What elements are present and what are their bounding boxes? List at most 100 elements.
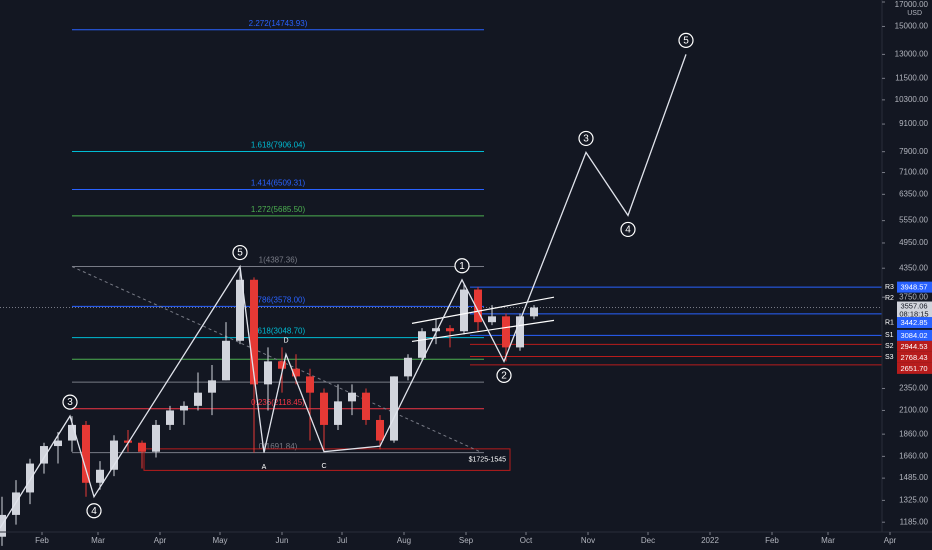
x-tick-label: Sep bbox=[459, 536, 474, 545]
wave-label: 4 bbox=[91, 506, 97, 517]
x-tick-label: Dec bbox=[641, 536, 655, 545]
candle-body bbox=[362, 392, 370, 420]
wave-circle bbox=[454, 258, 470, 274]
wave-circle bbox=[232, 244, 248, 261]
fib-label: 1.272(5685.50) bbox=[251, 205, 306, 214]
wave-label: C bbox=[321, 463, 326, 470]
candle-body bbox=[376, 419, 384, 441]
wave-label: 1 bbox=[459, 261, 465, 272]
pivot-value: 3442.85 bbox=[900, 318, 927, 327]
candle-body bbox=[446, 328, 454, 332]
countdown: 08:18:15 bbox=[899, 310, 928, 319]
x-tick-label: Nov bbox=[581, 536, 595, 545]
wave-label: 2 bbox=[501, 371, 507, 382]
y-tick-label: 11500.00 bbox=[895, 73, 928, 82]
fib-label: 0(1691.84) bbox=[259, 442, 298, 451]
x-tick-label: Feb bbox=[35, 536, 49, 545]
y-tick-label: 15000.00 bbox=[895, 22, 929, 31]
candle-body bbox=[194, 392, 202, 406]
fib-label: 0.618(3048.70) bbox=[251, 327, 306, 336]
candle-body bbox=[54, 440, 62, 447]
wave-circle bbox=[86, 503, 102, 519]
candle-body bbox=[530, 307, 538, 317]
candle-body bbox=[152, 424, 160, 452]
wave-circle bbox=[620, 221, 636, 238]
candle-body bbox=[348, 392, 356, 402]
pivot-box bbox=[897, 281, 932, 293]
pivot-name: R1 bbox=[885, 319, 894, 326]
candle-body bbox=[138, 442, 146, 452]
fib-label: 1(4387.36) bbox=[259, 256, 298, 265]
y-tick-label: 1325.00 bbox=[899, 495, 928, 504]
zone-box bbox=[143, 448, 511, 471]
currency: USD bbox=[907, 10, 922, 17]
y-tick-label: 3750.00 bbox=[899, 292, 928, 301]
current-price-label: 3557.06 bbox=[900, 302, 927, 311]
pivot-value: 3084.02 bbox=[900, 331, 927, 340]
y-tick-label: 17000.00 bbox=[895, 0, 929, 9]
pivot-name: R3 bbox=[885, 284, 894, 291]
candle-body bbox=[180, 405, 188, 411]
candle-body bbox=[432, 328, 440, 332]
x-tick-label: 2022 bbox=[701, 536, 719, 545]
y-tick-label: 1860.00 bbox=[899, 429, 928, 438]
fib-label: 2.272(14743.93) bbox=[249, 19, 308, 28]
price-axis bbox=[882, 0, 932, 550]
y-tick-label: 6350.00 bbox=[899, 189, 928, 198]
x-tick-label: Mar bbox=[821, 536, 835, 545]
pivot-name: R2 bbox=[885, 295, 894, 302]
pivot-value: 2944.53 bbox=[900, 342, 927, 351]
x-tick-label: Jul bbox=[337, 536, 347, 545]
candle-body bbox=[236, 279, 244, 341]
candle-body bbox=[96, 469, 104, 483]
pivot-value: 3948.57 bbox=[900, 283, 927, 292]
candle-body bbox=[26, 463, 34, 493]
y-tick-label: 7100.00 bbox=[899, 168, 928, 177]
y-tick-label: 1185.00 bbox=[900, 517, 929, 526]
candle-body bbox=[110, 440, 118, 470]
wave-circle bbox=[578, 130, 594, 147]
candle-body bbox=[250, 279, 258, 385]
y-tick-label: 4350.00 bbox=[899, 263, 928, 272]
y-tick-label: 7900.00 bbox=[899, 147, 928, 156]
wave-label: 3 bbox=[67, 397, 73, 408]
channel-line bbox=[411, 319, 555, 343]
candle-body bbox=[418, 331, 426, 358]
candle-body bbox=[460, 289, 468, 332]
channel-line bbox=[411, 296, 555, 324]
y-tick-label: 1660.00 bbox=[899, 451, 928, 460]
fib-label: 1.618(7906.04) bbox=[251, 141, 306, 150]
pivot-box bbox=[897, 329, 932, 341]
y-tick-label: 13000.00 bbox=[895, 50, 929, 59]
pivot-box bbox=[897, 317, 932, 329]
y-tick-label: 9100.00 bbox=[899, 119, 928, 128]
y-tick-label: 2100.00 bbox=[899, 406, 928, 415]
fib-label: 1.414(6509.31) bbox=[251, 179, 306, 188]
candle-body bbox=[208, 380, 216, 393]
candle-body bbox=[0, 514, 6, 537]
candle-body bbox=[306, 376, 314, 393]
x-tick-label: Aug bbox=[397, 536, 411, 545]
fib-label: 0.236(2118.45) bbox=[251, 398, 305, 407]
candle-body bbox=[40, 446, 48, 464]
pivot-name: S1 bbox=[885, 332, 894, 339]
x-tick-label: Apr bbox=[154, 536, 167, 545]
candle-body bbox=[222, 340, 230, 381]
wave-circle bbox=[678, 32, 694, 48]
candle-body bbox=[278, 361, 286, 369]
x-tick-label: Oct bbox=[520, 536, 533, 545]
y-tick-label: 2350.00 bbox=[899, 384, 928, 393]
wave-circle bbox=[496, 367, 512, 383]
candle-body bbox=[516, 316, 524, 348]
x-tick-label: Apr bbox=[884, 536, 897, 545]
x-tick-label: Feb bbox=[765, 536, 779, 545]
candle-body bbox=[68, 424, 76, 441]
pivot-box bbox=[897, 340, 932, 352]
wave-label: A bbox=[262, 464, 267, 471]
y-tick-label: 4950.00 bbox=[899, 238, 928, 247]
y-tick-label: 5550.00 bbox=[899, 216, 928, 225]
candle-body bbox=[124, 440, 132, 443]
wave-label: 4 bbox=[625, 225, 631, 236]
candle-body bbox=[488, 316, 496, 323]
